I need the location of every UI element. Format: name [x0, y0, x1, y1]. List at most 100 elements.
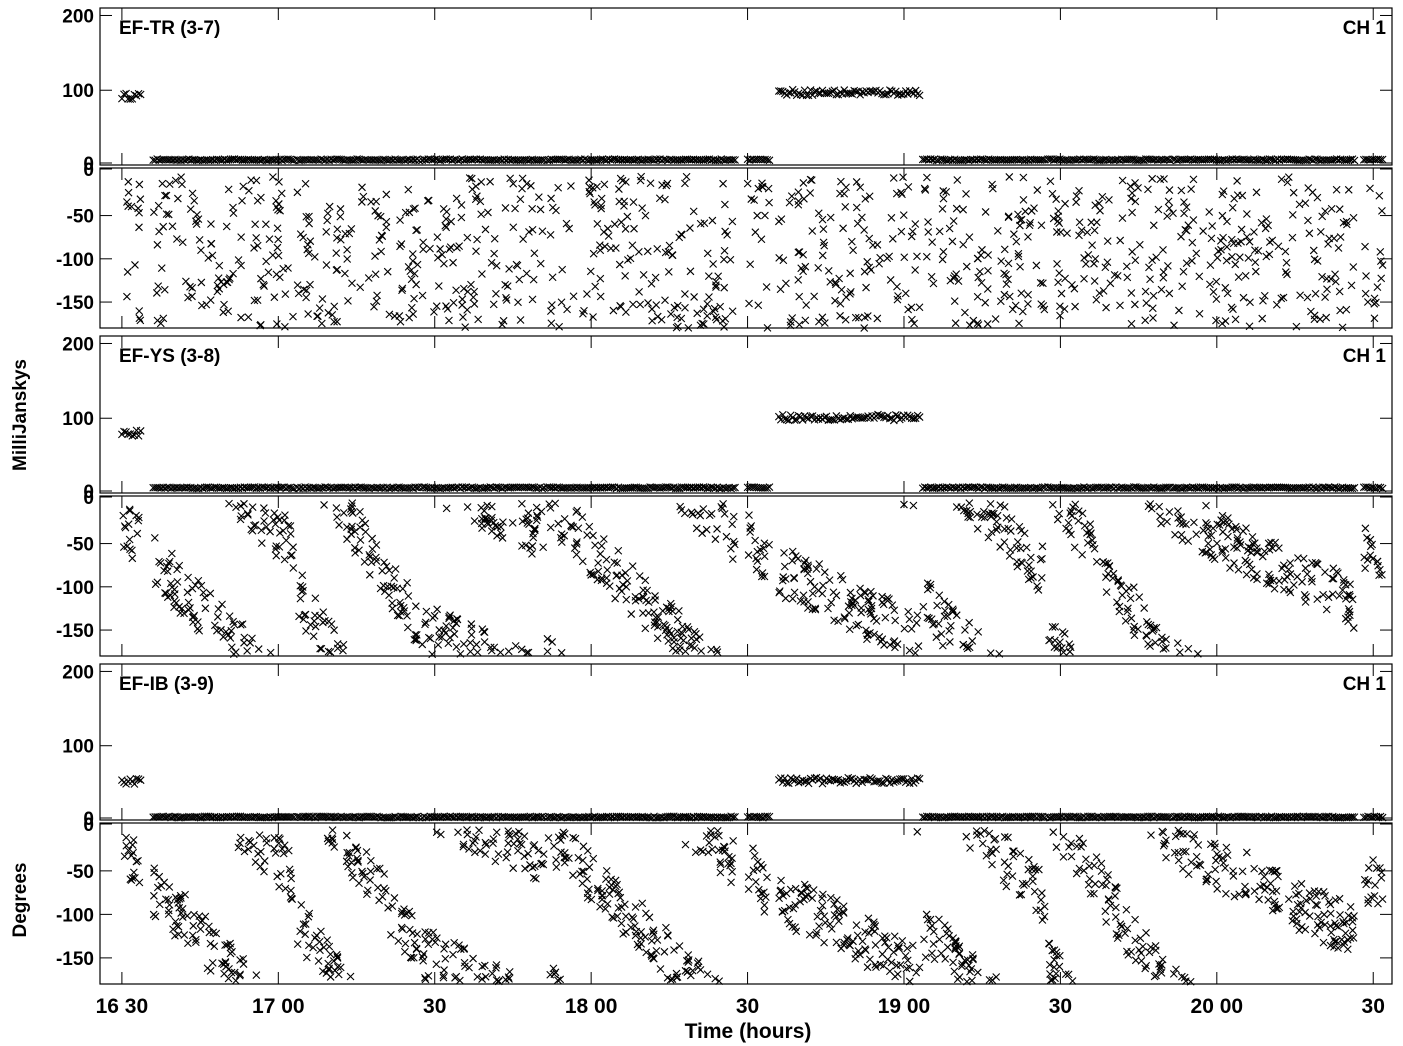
data-point	[779, 891, 788, 900]
data-point	[214, 605, 223, 613]
data-point	[976, 267, 984, 276]
data-point	[1008, 847, 1017, 856]
data-point	[298, 583, 307, 591]
data-point	[526, 181, 535, 190]
data-point	[1123, 607, 1132, 616]
data-point	[1003, 870, 1012, 879]
data-point	[135, 180, 144, 189]
data-point	[712, 315, 721, 324]
data-point	[220, 300, 228, 309]
data-point	[1242, 848, 1251, 857]
data-point	[583, 889, 592, 898]
data-point	[846, 269, 855, 278]
data-point	[634, 595, 643, 603]
data-point	[1064, 970, 1073, 979]
data-point	[435, 633, 444, 641]
data-point	[1091, 254, 1100, 263]
data-point	[1327, 204, 1336, 213]
data-point	[358, 867, 366, 876]
data-point	[284, 264, 292, 272]
data-point	[923, 585, 932, 594]
data-point	[449, 950, 457, 959]
data-point	[306, 621, 315, 629]
data-point	[1024, 855, 1033, 864]
data-point	[222, 962, 230, 971]
data-point	[597, 194, 606, 203]
data-point	[330, 302, 339, 311]
data-point	[286, 529, 295, 538]
data-point	[673, 973, 682, 981]
data-point	[1036, 555, 1045, 564]
data-point	[1165, 508, 1174, 516]
data-point	[250, 244, 258, 252]
data-point	[1272, 300, 1281, 309]
data-point	[1243, 233, 1251, 241]
data-point	[791, 900, 800, 909]
data-point	[938, 641, 947, 650]
data-point	[1113, 884, 1121, 893]
data-point	[1067, 507, 1076, 515]
data-point	[815, 317, 823, 326]
data-point	[814, 209, 823, 218]
data-point	[1090, 889, 1098, 898]
data-point	[905, 646, 914, 655]
data-point	[524, 509, 533, 518]
data-point	[509, 864, 518, 873]
data-point	[642, 948, 651, 957]
data-point	[729, 512, 738, 521]
data-point	[728, 555, 737, 564]
data-point	[174, 899, 183, 907]
data-point	[430, 611, 439, 620]
data-point	[301, 179, 310, 188]
data-point	[449, 623, 457, 632]
data-point	[883, 254, 892, 263]
data-point	[345, 229, 354, 238]
data-point	[1204, 870, 1213, 879]
data-point	[596, 902, 604, 911]
data-point	[1149, 314, 1157, 322]
data-point	[799, 250, 808, 259]
data-point	[846, 941, 854, 950]
data-point	[709, 307, 718, 316]
data-point	[1156, 175, 1165, 184]
data-point	[653, 623, 662, 631]
data-point	[1051, 974, 1059, 983]
data-point	[1301, 199, 1310, 208]
data-point	[602, 555, 611, 564]
data-point	[1236, 538, 1244, 546]
data-point	[849, 937, 857, 946]
data-point	[765, 483, 774, 492]
data-point	[434, 282, 443, 290]
data-point	[404, 262, 413, 271]
data-point	[928, 238, 937, 246]
data-point	[275, 178, 283, 186]
data-point	[1180, 209, 1188, 218]
data-point	[128, 95, 137, 103]
data-point	[805, 930, 814, 939]
data-point	[597, 201, 605, 210]
data-point	[489, 835, 498, 844]
data-point	[1348, 917, 1357, 926]
data-point	[159, 314, 168, 323]
data-point	[1135, 593, 1144, 602]
data-point	[1159, 246, 1167, 254]
data-point	[570, 544, 579, 552]
data-point	[1328, 590, 1337, 599]
data-point	[1312, 892, 1321, 900]
data-point	[985, 829, 994, 838]
data-point	[613, 912, 622, 921]
data-point	[840, 613, 849, 621]
data-point	[194, 618, 202, 626]
data-point	[1122, 262, 1131, 271]
data-point	[348, 509, 357, 517]
data-point	[656, 965, 665, 973]
data-point	[838, 575, 847, 584]
data-point	[236, 839, 244, 848]
data-point	[961, 308, 969, 317]
data-point	[490, 249, 499, 258]
data-point	[259, 280, 268, 289]
data-point	[332, 504, 341, 512]
data-point	[333, 317, 341, 326]
data-point	[490, 234, 499, 243]
data-point	[1182, 259, 1191, 268]
